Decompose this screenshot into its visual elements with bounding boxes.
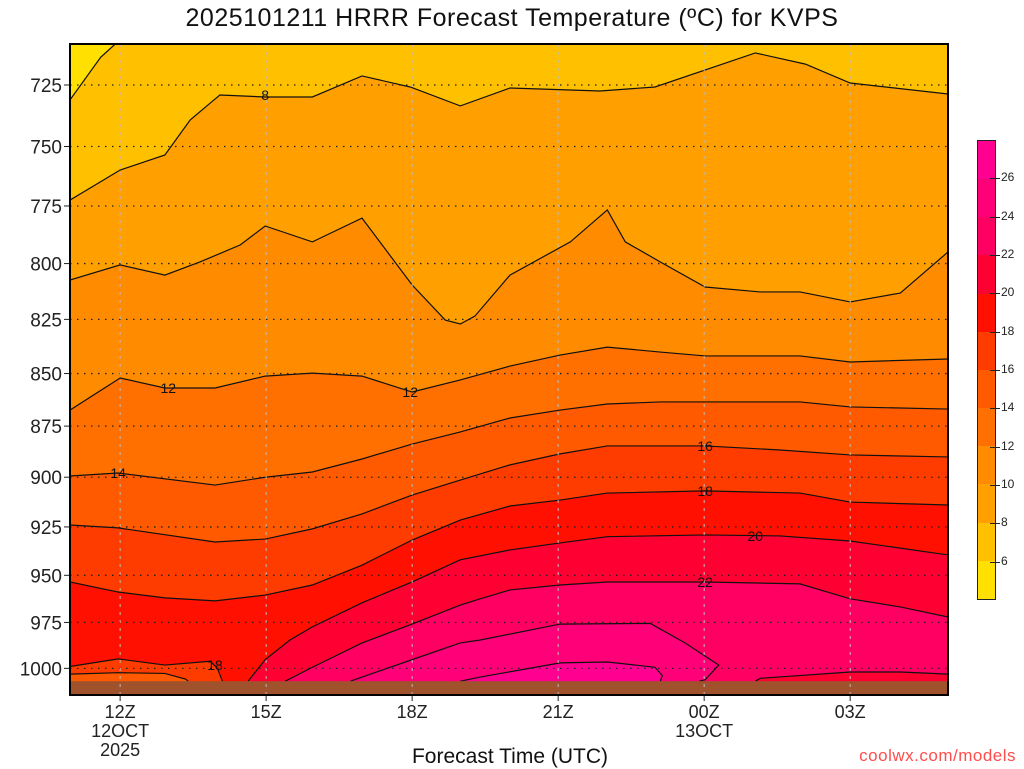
contour-line-26 (460, 661, 663, 682)
colorbar-band-10 (978, 446, 995, 485)
contour-line-22 (754, 671, 948, 682)
colorbar-tick (990, 561, 1000, 563)
colorbar-band-26 (978, 140, 995, 180)
ground-surface (70, 681, 948, 695)
x-tick-label: 18Z (397, 702, 428, 722)
contour-fill-6 (70, 44, 116, 100)
colorbar-band-4 (978, 560, 995, 599)
x-tick-label: 21Z (543, 702, 574, 722)
watermark: coolwx.com/models (859, 746, 1016, 765)
colorbar-band-22 (978, 217, 995, 256)
colorbar-tick (990, 485, 1000, 486)
y-tick-label: 775 (30, 197, 62, 218)
contour-line-6 (70, 44, 116, 101)
contour-group (70, 44, 948, 695)
colorbar-tick-label: 20 (1001, 285, 1015, 300)
colorbar-tick (990, 331, 1000, 333)
colorbar-tick-label: 18 (1001, 323, 1015, 338)
colorbar-tick (990, 255, 1000, 256)
contour-line-16 (70, 445, 948, 543)
x-tick-label: 12OCT (91, 721, 149, 741)
y-tick-label: 1000 (20, 659, 62, 680)
chart-title: 2025101211 HRRR Forecast Temperature (ºC… (185, 4, 839, 32)
contour-line-14 (70, 401, 948, 486)
colorbar-tick (990, 178, 1000, 180)
y-tick-label: 825 (30, 310, 62, 331)
contour-line-18 (70, 490, 948, 602)
contour-label: 16 (697, 438, 713, 454)
colorbar-tick-label: 6 (1001, 553, 1008, 568)
colorbar-tick-label: 26 (1001, 170, 1015, 185)
colorbar-tick (990, 216, 1000, 218)
contour-line-20 (247, 534, 948, 682)
contour-label: 14 (110, 465, 126, 481)
colorbar-band-6 (978, 522, 995, 561)
colorbar-tick (990, 446, 1000, 448)
contour-line-22 (284, 581, 948, 682)
x-tick-label: 12Z (105, 702, 136, 722)
y-tick-label: 850 (30, 365, 62, 386)
x-tick-label: 13OCT (675, 721, 733, 741)
colorbar-band-14 (978, 369, 995, 409)
contour-label: 12 (161, 380, 177, 396)
contour-line-16 (70, 672, 189, 682)
x-tick-label: 2025 (100, 740, 140, 760)
y-tick-label: 800 (30, 255, 62, 276)
colorbar-band-18 (978, 293, 995, 332)
x-tick-label: 03Z (835, 702, 866, 722)
colorbar-band-20 (978, 255, 995, 294)
y-tick-label: 725 (30, 76, 62, 97)
x-tick-label: 00Z (689, 702, 720, 722)
y-tick-label: 875 (30, 417, 62, 438)
contour-line-8 (70, 52, 948, 201)
contour-label: 8 (261, 87, 269, 103)
colorbar-tick-label: 22 (1001, 247, 1015, 261)
contour-label: 18 (207, 657, 223, 673)
y-tick-label: 925 (30, 518, 62, 539)
y-tick-label: 750 (30, 137, 62, 158)
contour-label: 22 (697, 574, 713, 590)
colorbar-tick-label: 12 (1001, 438, 1015, 453)
colorbar-tick (990, 293, 1000, 295)
contour-line-12 (70, 346, 948, 411)
contour-label: 20 (747, 528, 763, 544)
colorbar-tick-label: 10 (1001, 477, 1015, 491)
colorbar-band-8 (978, 484, 995, 523)
colorbar-tick-label: 8 (1001, 515, 1008, 530)
colorbar-tick-label: 14 (1001, 400, 1015, 415)
y-tick-label: 900 (30, 468, 62, 489)
y-tick-label: 975 (30, 613, 62, 634)
colorbar-tick-label: 16 (1001, 362, 1015, 376)
contour-line-18 (70, 658, 223, 682)
contour-line-10 (70, 209, 948, 325)
colorbar-tick (990, 523, 1000, 525)
colorbar-tick-label: 24 (1001, 208, 1015, 223)
colorbar-band-12 (978, 408, 995, 447)
x-tick-label: 15Z (251, 702, 282, 722)
colorbar-band-16 (978, 331, 995, 370)
colorbar-tick (990, 408, 1000, 410)
colorbar-tick (990, 370, 1000, 371)
contour-label: 12 (402, 384, 418, 400)
x-axis-label: Forecast Time (UTC) (411, 745, 608, 768)
contour-label: 18 (697, 483, 713, 499)
contour-line-24 (350, 622, 720, 682)
plot-frame (69, 43, 949, 696)
y-tick-label: 950 (30, 566, 62, 587)
colorbar-band-24 (978, 179, 995, 218)
